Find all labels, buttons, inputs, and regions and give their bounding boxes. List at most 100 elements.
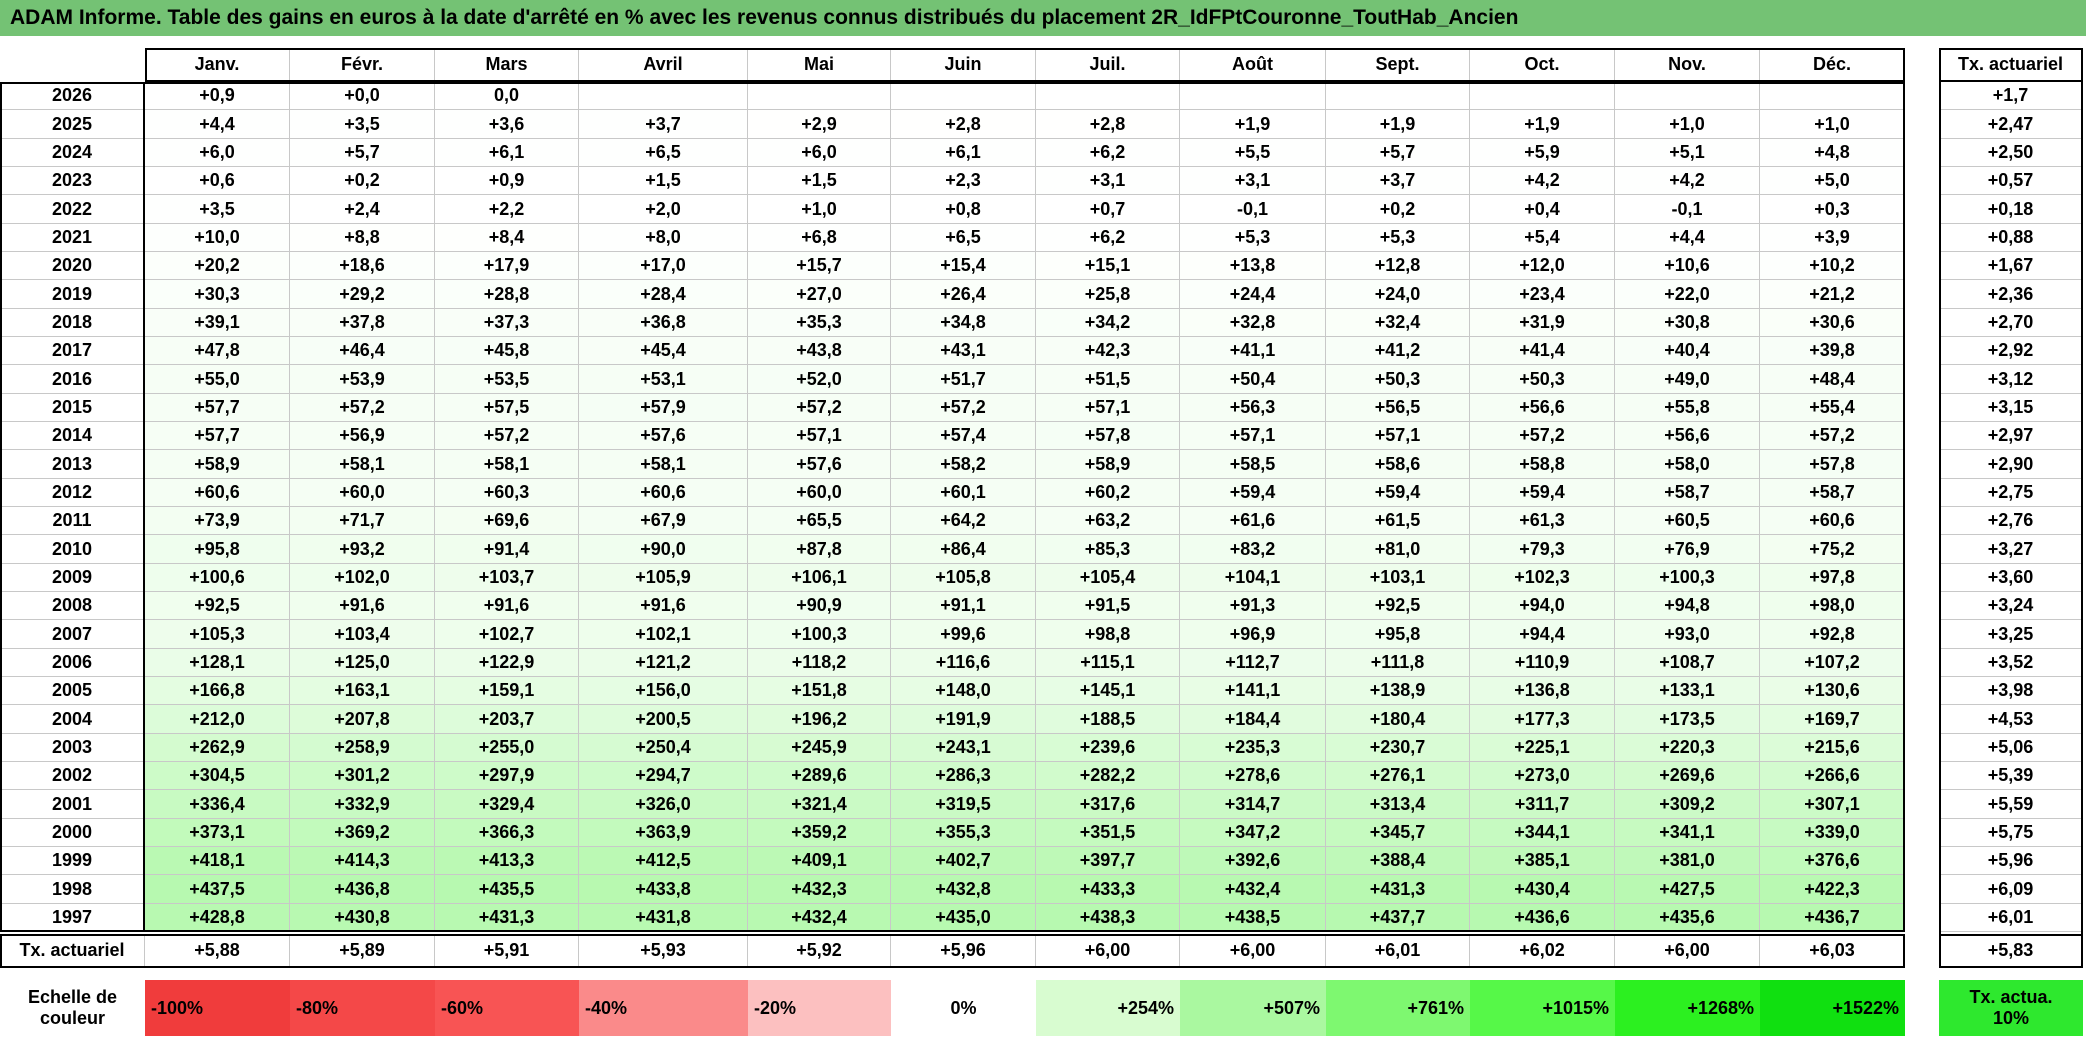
value-cell: +91,6 [435,592,579,621]
value-cell: +347,2 [1180,818,1326,847]
value-cell: +60,6 [145,478,290,507]
month-header: Nov. [1615,48,1760,82]
rate-cell: +3,15 [1939,393,2083,422]
value-cell: +4,2 [1470,167,1615,196]
value-cell: +262,9 [145,733,290,762]
value-cell: +24,4 [1180,280,1326,309]
value-cell: +37,3 [435,308,579,337]
value-cell: +57,6 [579,422,748,451]
rate-cell: +3,52 [1939,648,2083,677]
value-cell: +58,9 [145,450,290,479]
value-cell: +0,9 [145,82,290,111]
value-cell: +6,8 [748,223,891,252]
value-cell: +57,9 [579,393,748,422]
value-cell: +437,5 [145,875,290,904]
value-cell: +188,5 [1036,705,1180,734]
value-cell: +0,6 [145,167,290,196]
value-cell: +436,8 [290,875,435,904]
value-cell: +52,0 [748,365,891,394]
value-cell [1470,82,1615,111]
value-cell: +92,8 [1760,620,1905,649]
rate-cell: +2,36 [1939,280,2083,309]
value-cell: +45,8 [435,337,579,366]
value-cell: +432,4 [748,903,891,932]
value-cell: +28,8 [435,280,579,309]
value-cell: +121,2 [579,648,748,677]
value-cell: +0,9 [435,167,579,196]
value-cell: +55,4 [1760,393,1905,422]
value-cell: +273,0 [1470,762,1615,791]
value-cell: +57,8 [1760,450,1905,479]
value-cell: +163,1 [290,677,435,706]
value-cell: +94,0 [1470,592,1615,621]
value-cell: +5,1 [1615,138,1760,167]
value-cell: +43,1 [891,337,1036,366]
month-header: Déc. [1760,48,1905,82]
value-cell: +91,6 [290,592,435,621]
value-cell: +1,5 [579,167,748,196]
scale-cell: +1268% [1615,980,1760,1036]
value-cell: +29,2 [290,280,435,309]
value-cell: +116,6 [891,648,1036,677]
year-cell: 2001 [0,790,145,819]
scale-cell: +761% [1326,980,1470,1036]
rate-header: Tx. actuariel [1939,48,2083,82]
year-cell: 2020 [0,252,145,281]
rate-cell: +3,25 [1939,620,2083,649]
value-cell: +156,0 [579,677,748,706]
value-cell: +58,6 [1326,450,1470,479]
month-header: Sept. [1326,48,1470,82]
scale-label: Echelle de couleur [27,987,118,1028]
value-cell [1615,82,1760,111]
value-cell: +243,1 [891,733,1036,762]
value-cell: +3,5 [145,195,290,224]
value-cell: +91,4 [435,535,579,564]
value-cell: +432,4 [1180,875,1326,904]
value-cell: +103,7 [435,563,579,592]
scale-cell: -100% [145,980,290,1036]
value-cell: +15,7 [748,252,891,281]
footer-cell: +5,89 [290,934,435,968]
year-cell: 2003 [0,733,145,762]
value-cell: +437,7 [1326,903,1470,932]
rate-cell: +3,24 [1939,592,2083,621]
value-cell: +369,2 [290,818,435,847]
value-cell: +81,0 [1326,535,1470,564]
value-cell: +128,1 [145,648,290,677]
value-cell: +435,0 [891,903,1036,932]
value-cell: +64,2 [891,507,1036,536]
value-cell: +59,4 [1326,478,1470,507]
value-cell: +311,7 [1470,790,1615,819]
rate-cell: +5,39 [1939,762,2083,791]
value-cell: +111,8 [1326,648,1470,677]
value-cell: +102,0 [290,563,435,592]
value-cell: +307,1 [1760,790,1905,819]
value-cell: +57,1 [748,422,891,451]
value-cell: +326,0 [579,790,748,819]
value-cell: +71,7 [290,507,435,536]
value-cell [891,82,1036,111]
value-cell: +90,9 [748,592,891,621]
value-cell: +373,1 [145,818,290,847]
value-cell: +239,6 [1036,733,1180,762]
value-cell: +96,9 [1180,620,1326,649]
value-cell: +130,6 [1760,677,1905,706]
value-cell: +92,5 [1326,592,1470,621]
value-cell: +41,1 [1180,337,1326,366]
value-cell: +17,0 [579,252,748,281]
value-cell: +93,2 [290,535,435,564]
month-header: Mars [435,48,579,82]
value-cell: +112,7 [1180,648,1326,677]
value-cell: +10,0 [145,223,290,252]
value-cell: +196,2 [748,705,891,734]
value-cell: +58,0 [1615,450,1760,479]
value-cell: +138,9 [1326,677,1470,706]
value-cell: +1,9 [1180,110,1326,139]
rate-cell: +6,01 [1939,903,2083,932]
value-cell: +59,4 [1180,478,1326,507]
value-cell: +34,8 [891,308,1036,337]
value-cell: +49,0 [1615,365,1760,394]
value-cell: +105,4 [1036,563,1180,592]
value-cell: +286,3 [891,762,1036,791]
footer-cell: +6,00 [1180,934,1326,968]
